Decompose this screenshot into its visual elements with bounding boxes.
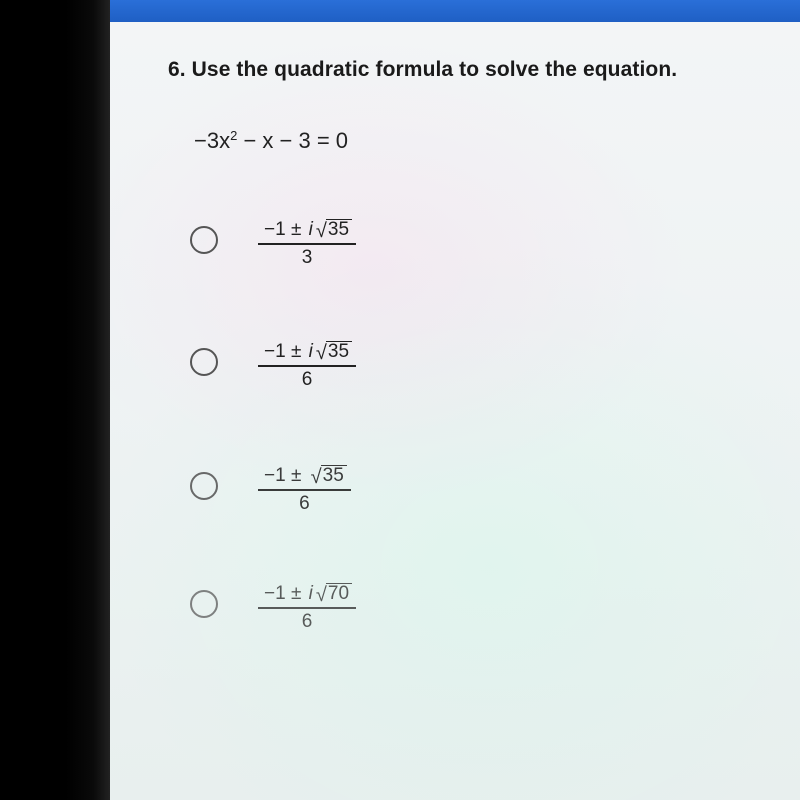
radio-button[interactable] [190,226,218,254]
fraction-bar [258,365,356,367]
denominator: 3 [258,246,356,270]
answer-fraction: −1 ± i√70 6 [258,582,356,634]
fraction-bar [258,489,351,491]
numerator: −1 ± √35 [258,464,351,488]
answer-fraction: −1 ± i√35 3 [258,218,356,270]
denominator: 6 [258,492,351,516]
numerator: −1 ± i√35 [258,340,356,364]
fraction-bar [258,243,356,245]
radicand: 70 [326,583,352,604]
quiz-screen: 6. Use the quadratic formula to solve th… [110,22,800,800]
numerator-prefix: −1 ± [262,341,309,362]
radio-button[interactable] [190,472,218,500]
numerator-prefix: −1 ± [262,465,309,486]
question-text: Use the quadratic formula to solve the e… [192,58,678,81]
numerator: −1 ± i√35 [258,218,356,242]
device-bezel [0,0,110,800]
numerator: −1 ± i√70 [258,582,356,606]
question-number: 6. [168,58,186,81]
numerator-prefix: −1 ± [262,219,309,240]
square-root: √70 [314,582,352,606]
radio-button[interactable] [190,348,218,376]
numerator-prefix: −1 ± [262,583,309,604]
fraction-bar [258,607,356,609]
question-prompt: 6. Use the quadratic formula to solve th… [168,58,677,82]
radicand: 35 [326,341,352,362]
square-root: √35 [314,340,352,364]
square-root: √35 [309,464,347,488]
window-topbar [110,0,800,22]
denominator: 6 [258,610,356,634]
answer-fraction: −1 ± √35 6 [258,464,351,516]
radicand: 35 [326,219,352,240]
question-equation: −3x2 − x − 3 = 0 [194,128,348,154]
radio-button[interactable] [190,590,218,618]
answer-fraction: −1 ± i√35 6 [258,340,356,392]
denominator: 6 [258,368,356,392]
square-root: √35 [314,218,352,242]
radicand: 35 [321,465,347,486]
